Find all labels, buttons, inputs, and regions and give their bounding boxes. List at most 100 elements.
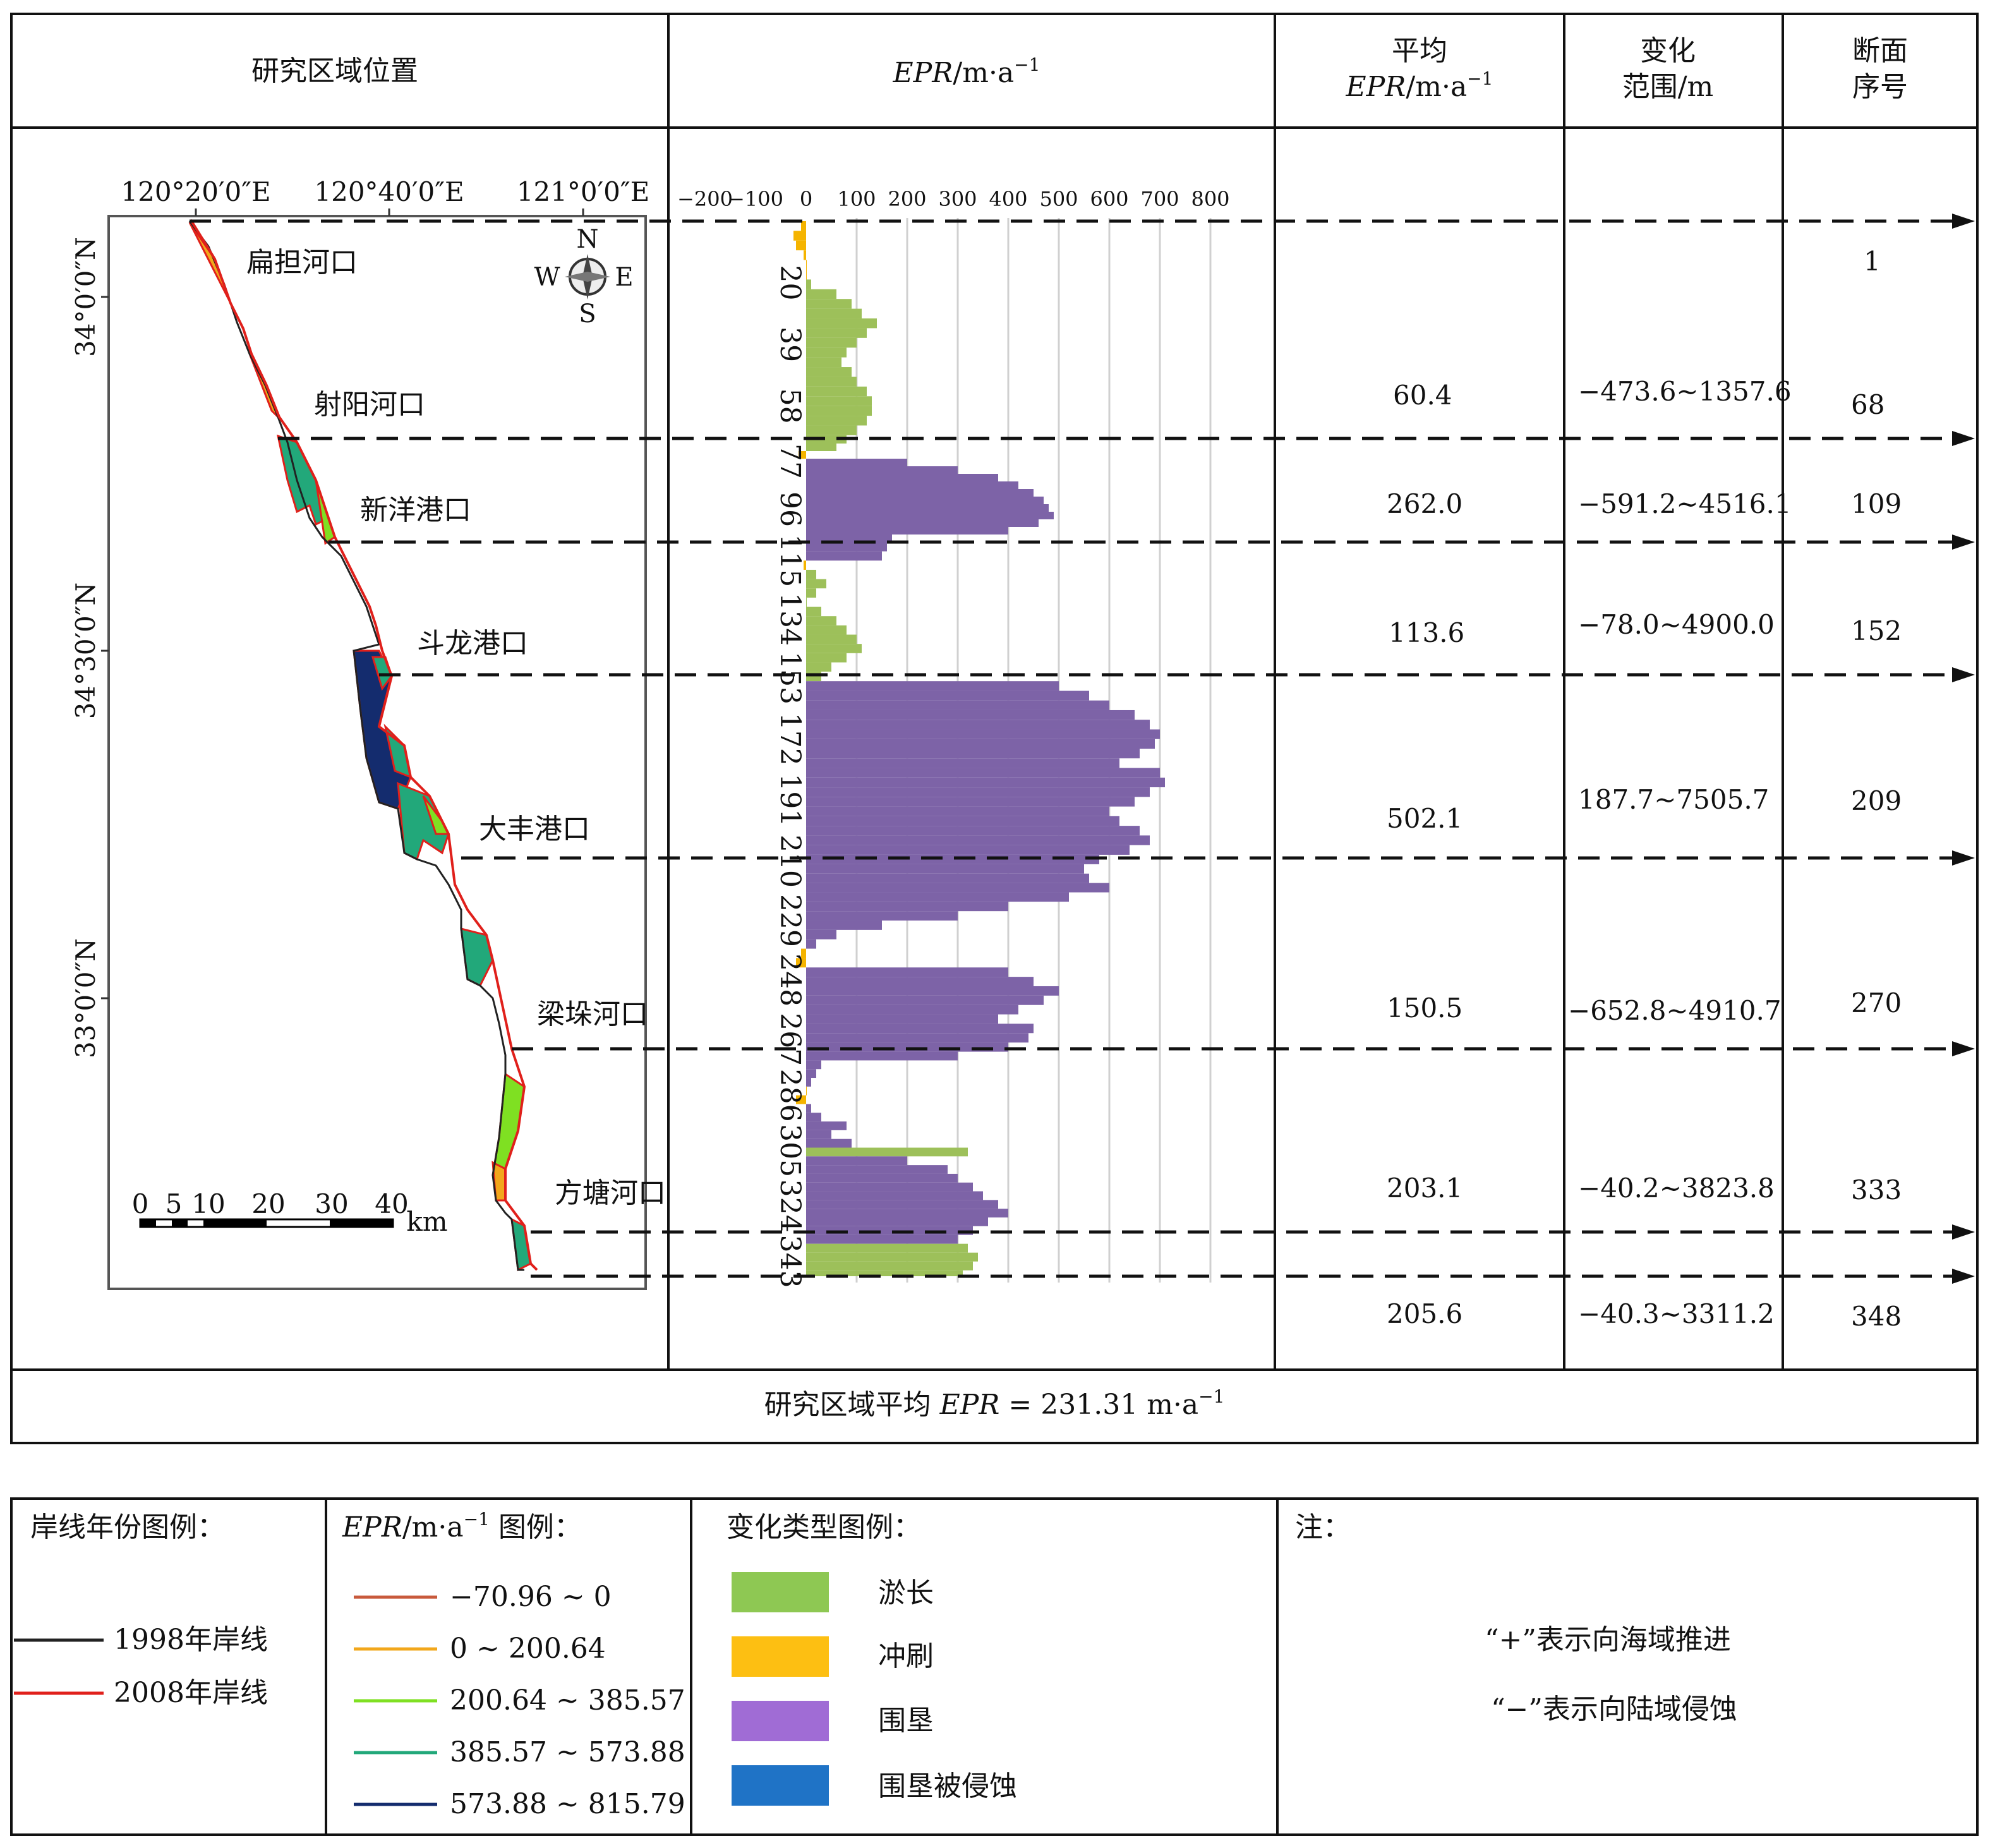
arrow-icon [1952,1269,1975,1284]
epr-bar [806,279,811,289]
x-tick-label: 100 [837,187,876,211]
epr-bar [806,1069,816,1078]
scale-number: 20 [251,1188,285,1219]
note-text: “+”表示向海域推进 [1485,1624,1731,1656]
epr-bar [801,948,806,958]
epr-bar [806,1182,973,1192]
legend-swatch [732,1701,829,1741]
epr-bar [806,625,847,635]
epr-bar [806,551,882,561]
epr-bar [806,1191,983,1200]
y-tick-label: 210 [774,835,806,888]
legend-title: EPR/m·a−1 图例： [342,1509,582,1543]
y-tick-label: 191 [774,773,806,826]
epr-bar [806,534,892,542]
epr-bar [806,662,831,672]
epr-bar [806,504,1049,512]
lon-label: 120°20′0″E [121,176,270,207]
epr-bar [806,1060,821,1070]
epr-bar [806,1217,988,1226]
epr-bar [806,787,1150,797]
epr-bar [806,328,867,338]
scale-number: 5 [166,1188,183,1219]
x-tick-label: −100 [728,187,783,211]
mean-epr: 60.4 [1393,380,1452,411]
epr-bar [806,396,872,406]
epr-bar [806,1209,1008,1217]
mean-epr: 262.0 [1387,488,1462,519]
change-range: −40.2~3823.8 [1578,1173,1775,1204]
epr-bar [806,597,807,607]
epr-bar [806,691,1089,701]
epr-bar [806,1113,821,1122]
section-number: 348 [1851,1301,1902,1332]
epr-bar [806,911,958,921]
epr-bar [806,260,807,270]
legend-table [10,1497,1979,1836]
compass-n: N [577,225,599,254]
epr-bar [806,512,1054,519]
header-range-line2: 范围/m [1622,71,1714,103]
legend-shoreline: 岸线年份图例： 1998年岸线 2008年岸线 [14,1511,268,1709]
change-range: −78.0~4900.0 [1578,609,1775,640]
section-number: 152 [1851,615,1902,646]
header-range-line1: 变化 [1640,35,1696,67]
epr-bar [806,337,857,348]
segment-values: 1 60.4 −473.6~1357.6 68 262.0 −591.2~451… [1387,246,1902,1332]
estuary-label: 方塘河口 [555,1177,666,1209]
y-tick-label: 58 [774,389,806,424]
epr-bar [806,758,1119,768]
chart-x-ticks: −200−100 0 100 200 300 400 500 600 700 800 [677,187,1229,211]
scale-number: 30 [315,1188,348,1219]
y-tick-label: 172 [774,713,806,766]
epr-bar [806,672,821,682]
legend-label: 1998年岸线 [114,1624,268,1656]
epr-bar [806,653,847,663]
epr-bar [806,797,1135,807]
scale-number: 0 [132,1188,149,1219]
epr-bar [806,826,1140,836]
epr-bar [806,1051,958,1061]
epr-bar [806,1024,1034,1034]
y-tick-label: 305 [774,1124,806,1177]
epr-bar [806,1200,998,1209]
epr-bar [804,560,806,570]
change-range: 187.7~7505.7 [1578,784,1769,815]
y-tick-label: 267 [774,1013,806,1066]
legend-label: 2008年岸线 [114,1677,268,1709]
epr-bar [806,777,1165,788]
x-tick-label: 800 [1191,187,1229,211]
epr-bar [806,845,1130,855]
y-tick-label: 77 [774,444,806,479]
compass-e: E [615,263,633,292]
epr-bar [806,1005,1018,1015]
epr-bar [806,1078,811,1087]
epr-bar [806,459,907,466]
lat-label: 33°0′0″N [70,938,101,1058]
legend-label: 围垦被侵蚀 [878,1770,1017,1803]
epr-bar [806,1235,958,1244]
epr-bar [806,416,867,426]
epr-bar [806,527,1008,534]
epr-bar [806,519,1039,527]
compass-w: W [534,263,560,292]
epr-bar [806,921,882,930]
y-tick-label: 343 [774,1235,806,1288]
x-tick-label: 300 [938,187,977,211]
legend-label: 围垦 [878,1705,934,1737]
epr-bar [806,489,1034,497]
legend-title: 注： [1295,1511,1351,1543]
estuary-label: 斗龙港口 [417,627,528,660]
epr-bar [806,720,1150,730]
estuary-label: 射阳河口 [314,389,425,421]
epr-bar [806,1243,968,1253]
change-range: −591.2~4516.1 [1578,488,1792,519]
chart-bars [793,221,1165,1276]
legend-title: 变化类型图例： [727,1511,921,1543]
epr-bar [806,569,816,579]
epr-bar [806,466,958,474]
epr-bar [806,806,1109,816]
arrow-icon [1952,431,1975,446]
lat-label: 34°0′0″N [70,237,101,357]
